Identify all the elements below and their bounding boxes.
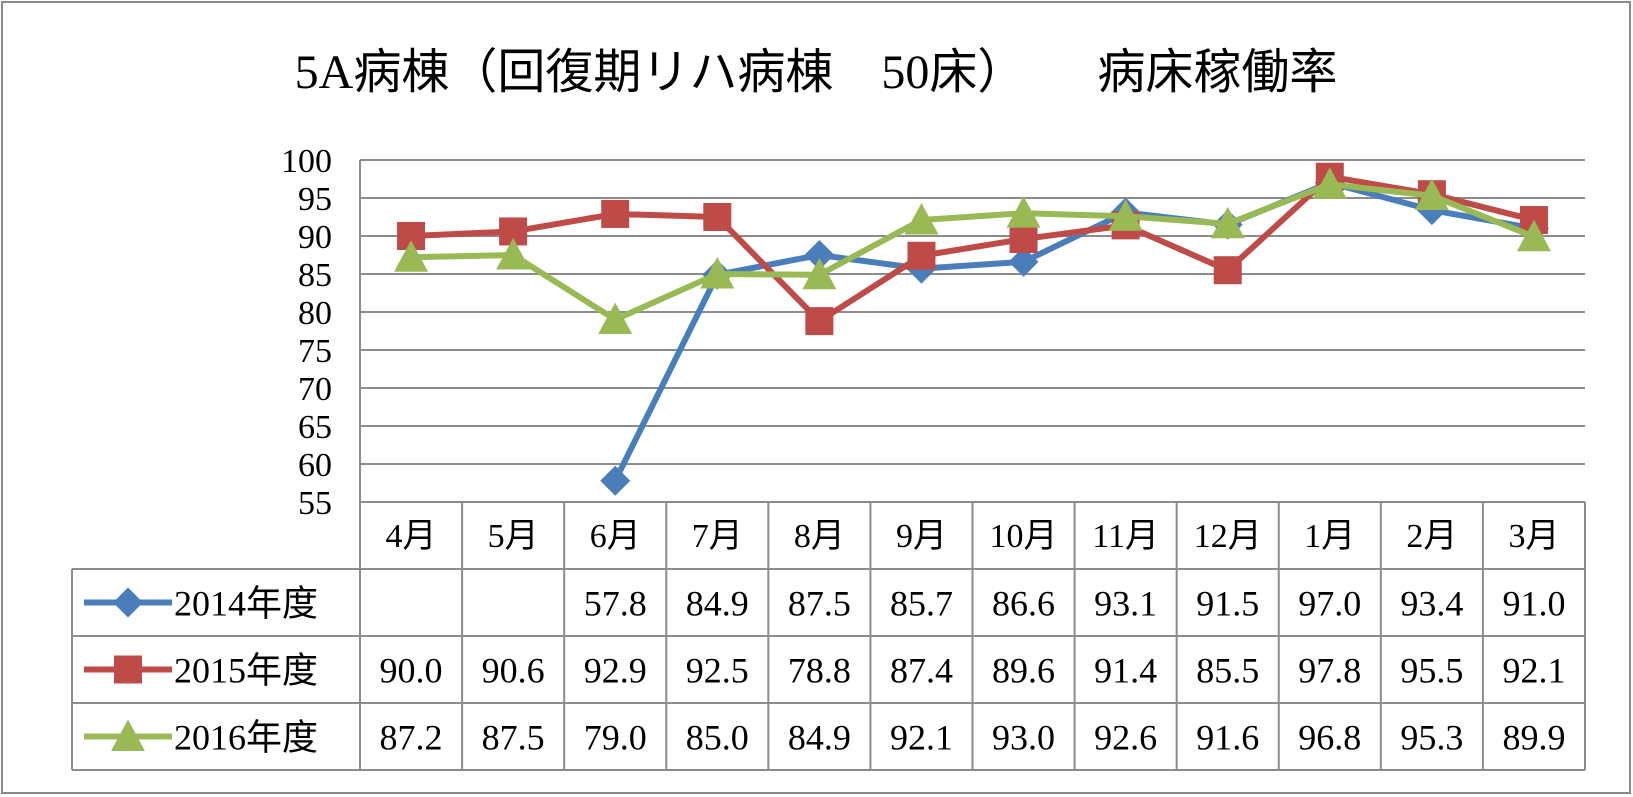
data-label: 90.0 — [380, 651, 443, 691]
data-label: 97.8 — [1298, 651, 1361, 691]
x-tick-label: 6月 — [590, 518, 641, 555]
y-tick-label: 75 — [298, 333, 332, 370]
data-label: 93.0 — [992, 718, 1055, 758]
data-label: 93.1 — [1094, 584, 1157, 624]
data-point-2015年度 — [805, 307, 834, 336]
y-tick-label: 100 — [281, 143, 332, 180]
y-tick-label: 90 — [298, 219, 332, 256]
series-layer — [394, 162, 1551, 496]
data-point-2016年度 — [1414, 178, 1449, 211]
y-tick-label: 70 — [298, 371, 332, 408]
data-label: 92.6 — [1094, 718, 1157, 758]
series-line-2016年度 — [408, 181, 1537, 323]
data-label: 91.0 — [1502, 584, 1565, 624]
data-label: 87.4 — [890, 651, 953, 691]
data-point-2016年度 — [598, 302, 633, 335]
data-label: 78.8 — [788, 651, 851, 691]
data-label: 92.1 — [890, 718, 953, 758]
legend-key-marker — [111, 719, 145, 751]
chart-title: 5A病棟（回復期リハ病棟 50床） 病床稼働率 — [295, 46, 1338, 99]
data-label: 85.7 — [890, 584, 953, 624]
data-point-2016年度 — [904, 203, 939, 235]
x-tick-label: 9月 — [896, 518, 947, 555]
data-point-2016年度 — [700, 257, 735, 289]
data-label: 79.0 — [584, 718, 647, 758]
data-point-2014年度 — [1008, 246, 1039, 277]
data-table: 4月 5月 6月 7月 8月 9月 10月 11月 12月 1月 2月 3月 2014年度 57.8 84.… — [71, 501, 1586, 771]
x-tick-label: 5月 — [488, 518, 539, 555]
x-tick-label: 8月 — [794, 518, 845, 555]
x-tick-label: 7月 — [692, 518, 743, 555]
data-label: 93.4 — [1400, 584, 1463, 624]
data-label: 89.6 — [992, 651, 1055, 691]
data-point-2015年度 — [1009, 225, 1038, 254]
legend-key-marker — [114, 655, 142, 684]
data-point-2015年度 — [703, 203, 732, 231]
y-tick-label: 85 — [298, 257, 332, 294]
x-tick-label: 1月 — [1304, 518, 1355, 555]
x-tick-label: 12月 — [1194, 518, 1262, 555]
data-label: 85.5 — [1196, 651, 1259, 691]
legend-key-marker — [113, 587, 143, 618]
x-tick-label: 3月 — [1508, 518, 1559, 555]
legend-label: 2016年度 — [174, 718, 318, 758]
data-label: 97.0 — [1298, 584, 1361, 624]
y-tick-label: 55 — [298, 485, 332, 522]
data-point-2016年度 — [1210, 206, 1245, 239]
x-tick-label: 10月 — [990, 518, 1058, 555]
data-label: 89.9 — [1502, 718, 1565, 758]
data-label: 91.6 — [1196, 718, 1259, 758]
legend-label: 2015年度 — [174, 651, 318, 691]
data-point-2016年度 — [496, 238, 531, 270]
series-line-2015年度 — [408, 173, 1537, 325]
y-tick-label: 80 — [298, 295, 332, 332]
data-label: 86.6 — [992, 584, 1055, 624]
data-label: 85.0 — [686, 718, 749, 758]
data-label: 90.6 — [482, 651, 545, 691]
data-point-2016年度 — [394, 240, 429, 272]
data-point-2014年度 — [600, 465, 631, 496]
data-label: 91.5 — [1196, 584, 1259, 624]
data-label: 57.8 — [584, 584, 647, 624]
legend-label: 2014年度 — [174, 584, 318, 624]
data-label: 96.8 — [1298, 718, 1361, 758]
data-label: 95.3 — [1400, 718, 1463, 758]
data-point-2016年度 — [1108, 199, 1143, 231]
data-label: 92.9 — [584, 651, 647, 691]
data-point-2015年度 — [1213, 256, 1242, 285]
y-tick-label: 65 — [298, 409, 332, 446]
data-label: 87.5 — [482, 718, 545, 758]
x-tick-label: 11月 — [1092, 518, 1159, 555]
x-tick-label: 2月 — [1406, 518, 1457, 555]
data-point-2014年度 — [804, 240, 835, 270]
y-tick-label: 60 — [298, 447, 332, 484]
data-point-2016年度 — [802, 257, 837, 290]
data-label: 87.5 — [788, 584, 851, 624]
data-label: 92.5 — [686, 651, 749, 691]
data-point-2016年度 — [1312, 167, 1347, 199]
data-point-2015年度 — [907, 241, 936, 270]
data-point-2016年度 — [1516, 219, 1551, 252]
x-tick-label: 4月 — [386, 518, 437, 555]
data-point-2016年度 — [1006, 196, 1041, 228]
data-label: 84.9 — [686, 584, 749, 624]
data-label: 95.5 — [1400, 651, 1463, 691]
data-label: 92.1 — [1502, 651, 1565, 691]
data-label: 84.9 — [788, 718, 851, 758]
data-point-2015年度 — [601, 199, 630, 228]
y-tick-label: 95 — [298, 181, 332, 218]
data-label: 91.4 — [1094, 651, 1157, 691]
data-label: 87.2 — [380, 718, 443, 758]
